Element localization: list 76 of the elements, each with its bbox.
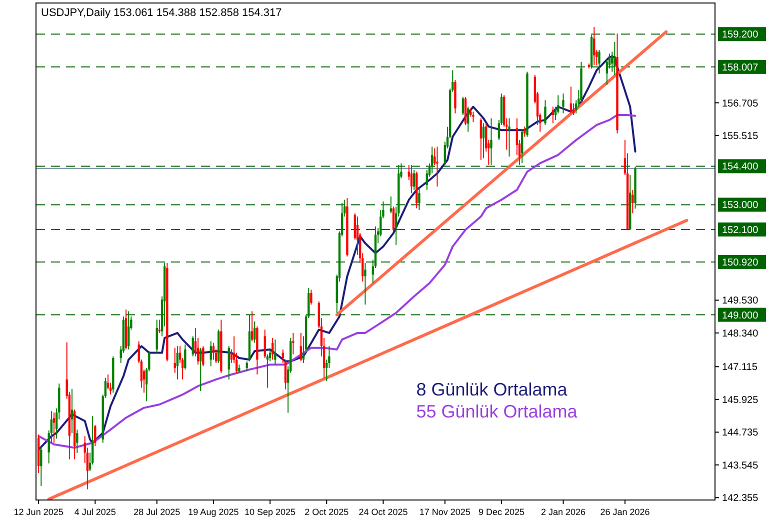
candlestick (292, 332, 294, 355)
candlestick (544, 100, 546, 126)
candlestick (128, 310, 130, 350)
y-tick-label: 149.530 (722, 296, 759, 307)
candlestick (593, 26, 596, 66)
candlestick (272, 337, 274, 360)
x-tick-label: 12 Jun 2025 (14, 507, 64, 517)
candlestick (614, 41, 616, 76)
y-tick-label: 147.115 (722, 362, 758, 374)
candlestick (264, 329, 266, 358)
candlestick (40, 446, 42, 486)
x-tick-label: 4 Jul 2025 (74, 507, 116, 517)
candlestick (482, 122, 485, 159)
candlestick (524, 126, 526, 138)
candlestick (392, 206, 395, 232)
candlestick (212, 342, 215, 360)
ref-line-label: 153.000 (722, 200, 759, 212)
candlestick (462, 96, 464, 116)
ref-line-label: 150.920 (722, 257, 759, 268)
x-tick-label: 2 Jan 2026 (540, 507, 586, 517)
y-tick-label: 142.355 (722, 493, 759, 504)
ref-line-label: 154.400 (722, 162, 759, 173)
candlestick (467, 106, 470, 132)
y-tick-label: 156.705 (722, 98, 759, 110)
x-tick-label: 28 Jul 2025 (134, 507, 180, 517)
candlestick (412, 170, 416, 190)
ref-line-label: 149.000 (722, 310, 759, 322)
candlestick (70, 388, 74, 434)
candlestick (480, 118, 482, 160)
ref-line-label: 159.200 (722, 30, 759, 41)
candlestick (192, 336, 194, 357)
y-tick-label: 143.545 (722, 460, 759, 472)
text: 8 Günlük Ortalama (416, 380, 568, 400)
candlestick (310, 289, 312, 306)
candlestick (300, 332, 302, 362)
x-tick-label: 9 Dec 2025 (478, 507, 525, 517)
x-tick-label: 17 Nov 2025 (419, 507, 470, 517)
candlestick (94, 424, 96, 447)
y-tick-label: 144.735 (722, 428, 759, 439)
ref-line-label: 152.100 (722, 224, 759, 236)
candlestick (552, 106, 554, 124)
x-tick-label: 2 Oct 2025 (304, 507, 349, 517)
chart-title: USDJPY,Daily 153.061 154.388 152.858 154.317 (41, 7, 282, 19)
candlestick (472, 111, 474, 122)
candlestick (246, 360, 248, 372)
candlestick (632, 189, 634, 214)
y-tick-label: 145.925 (722, 394, 759, 406)
x-tick-label: 24 Oct 2025 (358, 507, 408, 517)
text: 55 Günlük Ortalama (416, 402, 578, 422)
candlestick (598, 50, 600, 74)
ref-line-label: 158.007 (722, 62, 759, 74)
candlestick (490, 118, 492, 166)
candlestick (562, 93, 564, 114)
candlestick (436, 146, 438, 188)
candlestick (210, 340, 212, 367)
candlestick (274, 339, 276, 366)
candlestick (364, 262, 366, 306)
candlestick (410, 164, 413, 194)
candlestick (76, 429, 78, 454)
x-tick-label: 10 Sep 2025 (244, 507, 296, 517)
candlestick (202, 346, 204, 367)
y-tick-label: 148.340 (722, 328, 759, 340)
candlestick (254, 320, 256, 344)
candlestick (184, 344, 186, 370)
candlestick (200, 347, 202, 392)
candlestick (521, 130, 524, 164)
candlestick (508, 118, 510, 158)
candlestick (228, 346, 230, 380)
candlestick (176, 346, 179, 380)
candlestick (418, 188, 420, 210)
candlestick (156, 319, 158, 354)
y-tick-label: 155.515 (722, 131, 759, 142)
candlestick (158, 319, 161, 334)
x-tick-label: 26 Jan 2026 (600, 507, 650, 517)
candlestick (174, 347, 176, 374)
x-tick-label: 19 Aug 2025 (188, 507, 239, 517)
